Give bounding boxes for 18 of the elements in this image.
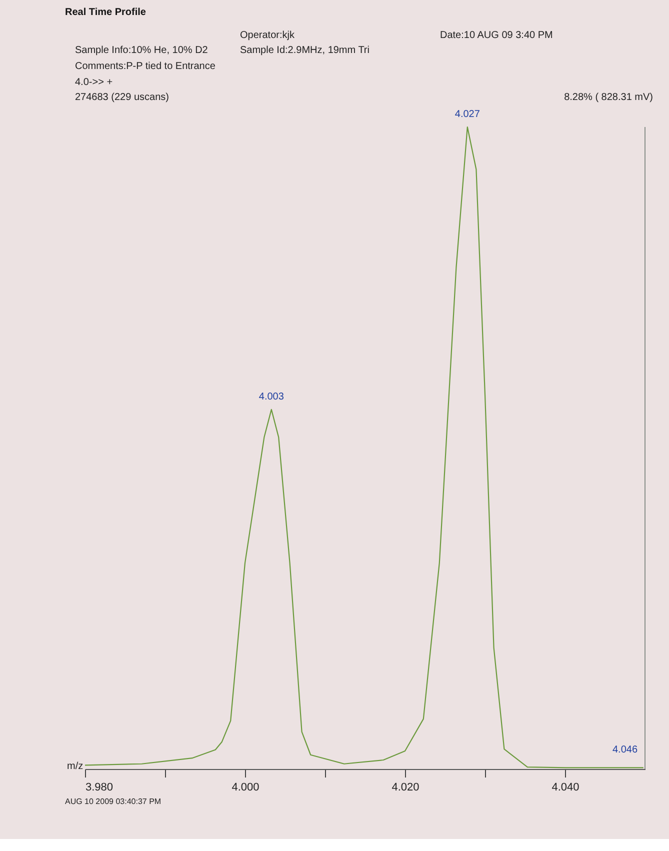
text: Sample Id:2.9MHz, 19mm Tri (240, 45, 370, 56)
text: Comments:P-P tied to Entrance (75, 61, 216, 72)
text: 8.28% ( 828.31 mV) (564, 92, 653, 103)
x-tick-label: 4.000 (232, 782, 260, 794)
x-tick-label: 4.040 (552, 782, 580, 794)
text: 274683 (229 uscans) (75, 92, 169, 103)
text: 4.0->> + (75, 77, 113, 88)
x-tick-label: 3.980 (86, 782, 114, 794)
annotation: 4.003 (258, 391, 284, 402)
annotation: 4.046 (612, 744, 638, 756)
text: AUG 10 2009 03:40:37 PM (65, 797, 162, 806)
x-axis-title: m/z (67, 761, 84, 772)
text: Operator:kjk (240, 30, 296, 41)
text: Date:10 AUG 09 3:40 PM (440, 30, 553, 41)
annotation: 4.027 (454, 109, 480, 120)
x-tick-label: 4.020 (392, 782, 420, 794)
chart-title: Real Time Profile (65, 7, 146, 18)
text: Sample Info:10% He, 10% D2 (75, 45, 208, 56)
